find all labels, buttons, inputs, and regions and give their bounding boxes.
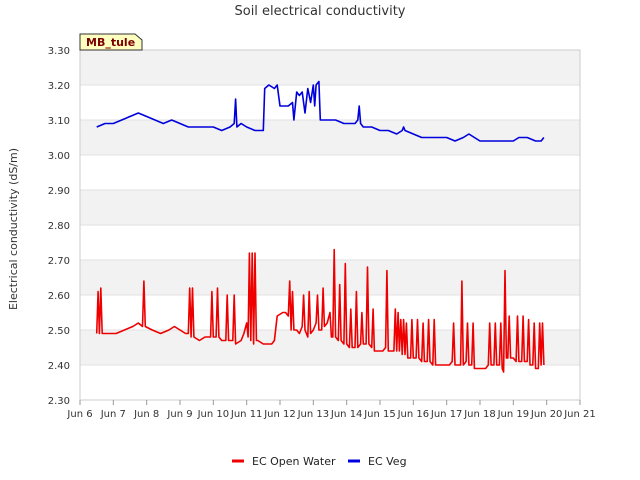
x-tick-label: Jun 10 bbox=[197, 409, 230, 420]
y-tick-label: 3.30 bbox=[48, 46, 70, 57]
y-tick-label: 2.80 bbox=[48, 221, 70, 232]
y-tick-label: 2.70 bbox=[48, 256, 70, 267]
y-tick-label: 2.60 bbox=[48, 291, 70, 302]
y-tick-label: 2.40 bbox=[48, 361, 70, 372]
legend-item-ec-open-water[interactable]: EC Open Water bbox=[232, 455, 336, 468]
x-tick-label: Jun 18 bbox=[463, 409, 496, 420]
y-tick-label: 3.20 bbox=[48, 81, 70, 92]
plot-area bbox=[79, 49, 581, 401]
grid-band bbox=[80, 120, 580, 155]
legend-label: EC Veg bbox=[368, 455, 407, 468]
grid-band bbox=[80, 190, 580, 225]
legend-label: EC Open Water bbox=[252, 455, 336, 468]
y-tick-label: 3.10 bbox=[48, 116, 70, 127]
x-tick-label: Jun 19 bbox=[497, 409, 530, 420]
x-tick-label: Jun 13 bbox=[297, 409, 330, 420]
site-badge-box bbox=[79, 33, 143, 51]
x-tick-label: Jun 20 bbox=[530, 409, 563, 420]
grid-band bbox=[80, 50, 580, 85]
y-tick-label: 2.30 bbox=[48, 396, 70, 407]
x-axis: Jun 6 Jun 7 Jun 8 Jun 9 Jun 10 Jun 11 Jun 12 Ju… bbox=[66, 400, 596, 420]
grid-lines bbox=[80, 49, 580, 401]
legend[interactable]: EC Open Water EC Veg bbox=[232, 455, 407, 468]
x-tick-label: Jun 17 bbox=[430, 409, 463, 420]
y-axis-label: Electrical conductivity (dS/m) bbox=[7, 148, 20, 310]
x-tick-label: Jun 8 bbox=[133, 409, 159, 420]
x-tick-label: Jun 16 bbox=[397, 409, 430, 420]
y-tick-label: 2.50 bbox=[48, 326, 70, 337]
grid-bands bbox=[80, 50, 580, 365]
x-tick-label: Jun 7 bbox=[100, 409, 126, 420]
x-tick-label: Jun 21 bbox=[563, 409, 596, 420]
series-line-ec-open-water bbox=[95, 248, 545, 373]
x-tick-label: Jun 6 bbox=[66, 409, 92, 420]
series-line-ec-veg bbox=[96, 80, 545, 142]
x-tick-label: Jun 9 bbox=[166, 409, 192, 420]
grid-band bbox=[80, 260, 580, 295]
site-badge-label: MB_tule bbox=[86, 36, 135, 49]
series-lines bbox=[95, 80, 545, 373]
y-axis: 2.30 2.40 2.50 2.60 2.70 2.80 2.90 3.00 3.10 3.20… bbox=[48, 46, 70, 407]
x-tick-label: Jun 14 bbox=[330, 409, 363, 420]
x-tick-label: Jun 12 bbox=[263, 409, 296, 420]
y-tick-label: 3.00 bbox=[48, 151, 70, 162]
site-badge: MB_tule bbox=[79, 33, 143, 51]
legend-item-ec-veg[interactable]: EC Veg bbox=[348, 455, 407, 468]
chart-title: Soil electrical conductivity bbox=[234, 4, 405, 19]
grid-band bbox=[80, 330, 580, 365]
x-tick-label: Jun 15 bbox=[363, 409, 396, 420]
x-tick-label: Jun 11 bbox=[230, 409, 263, 420]
y-tick-label: 2.90 bbox=[48, 186, 70, 197]
